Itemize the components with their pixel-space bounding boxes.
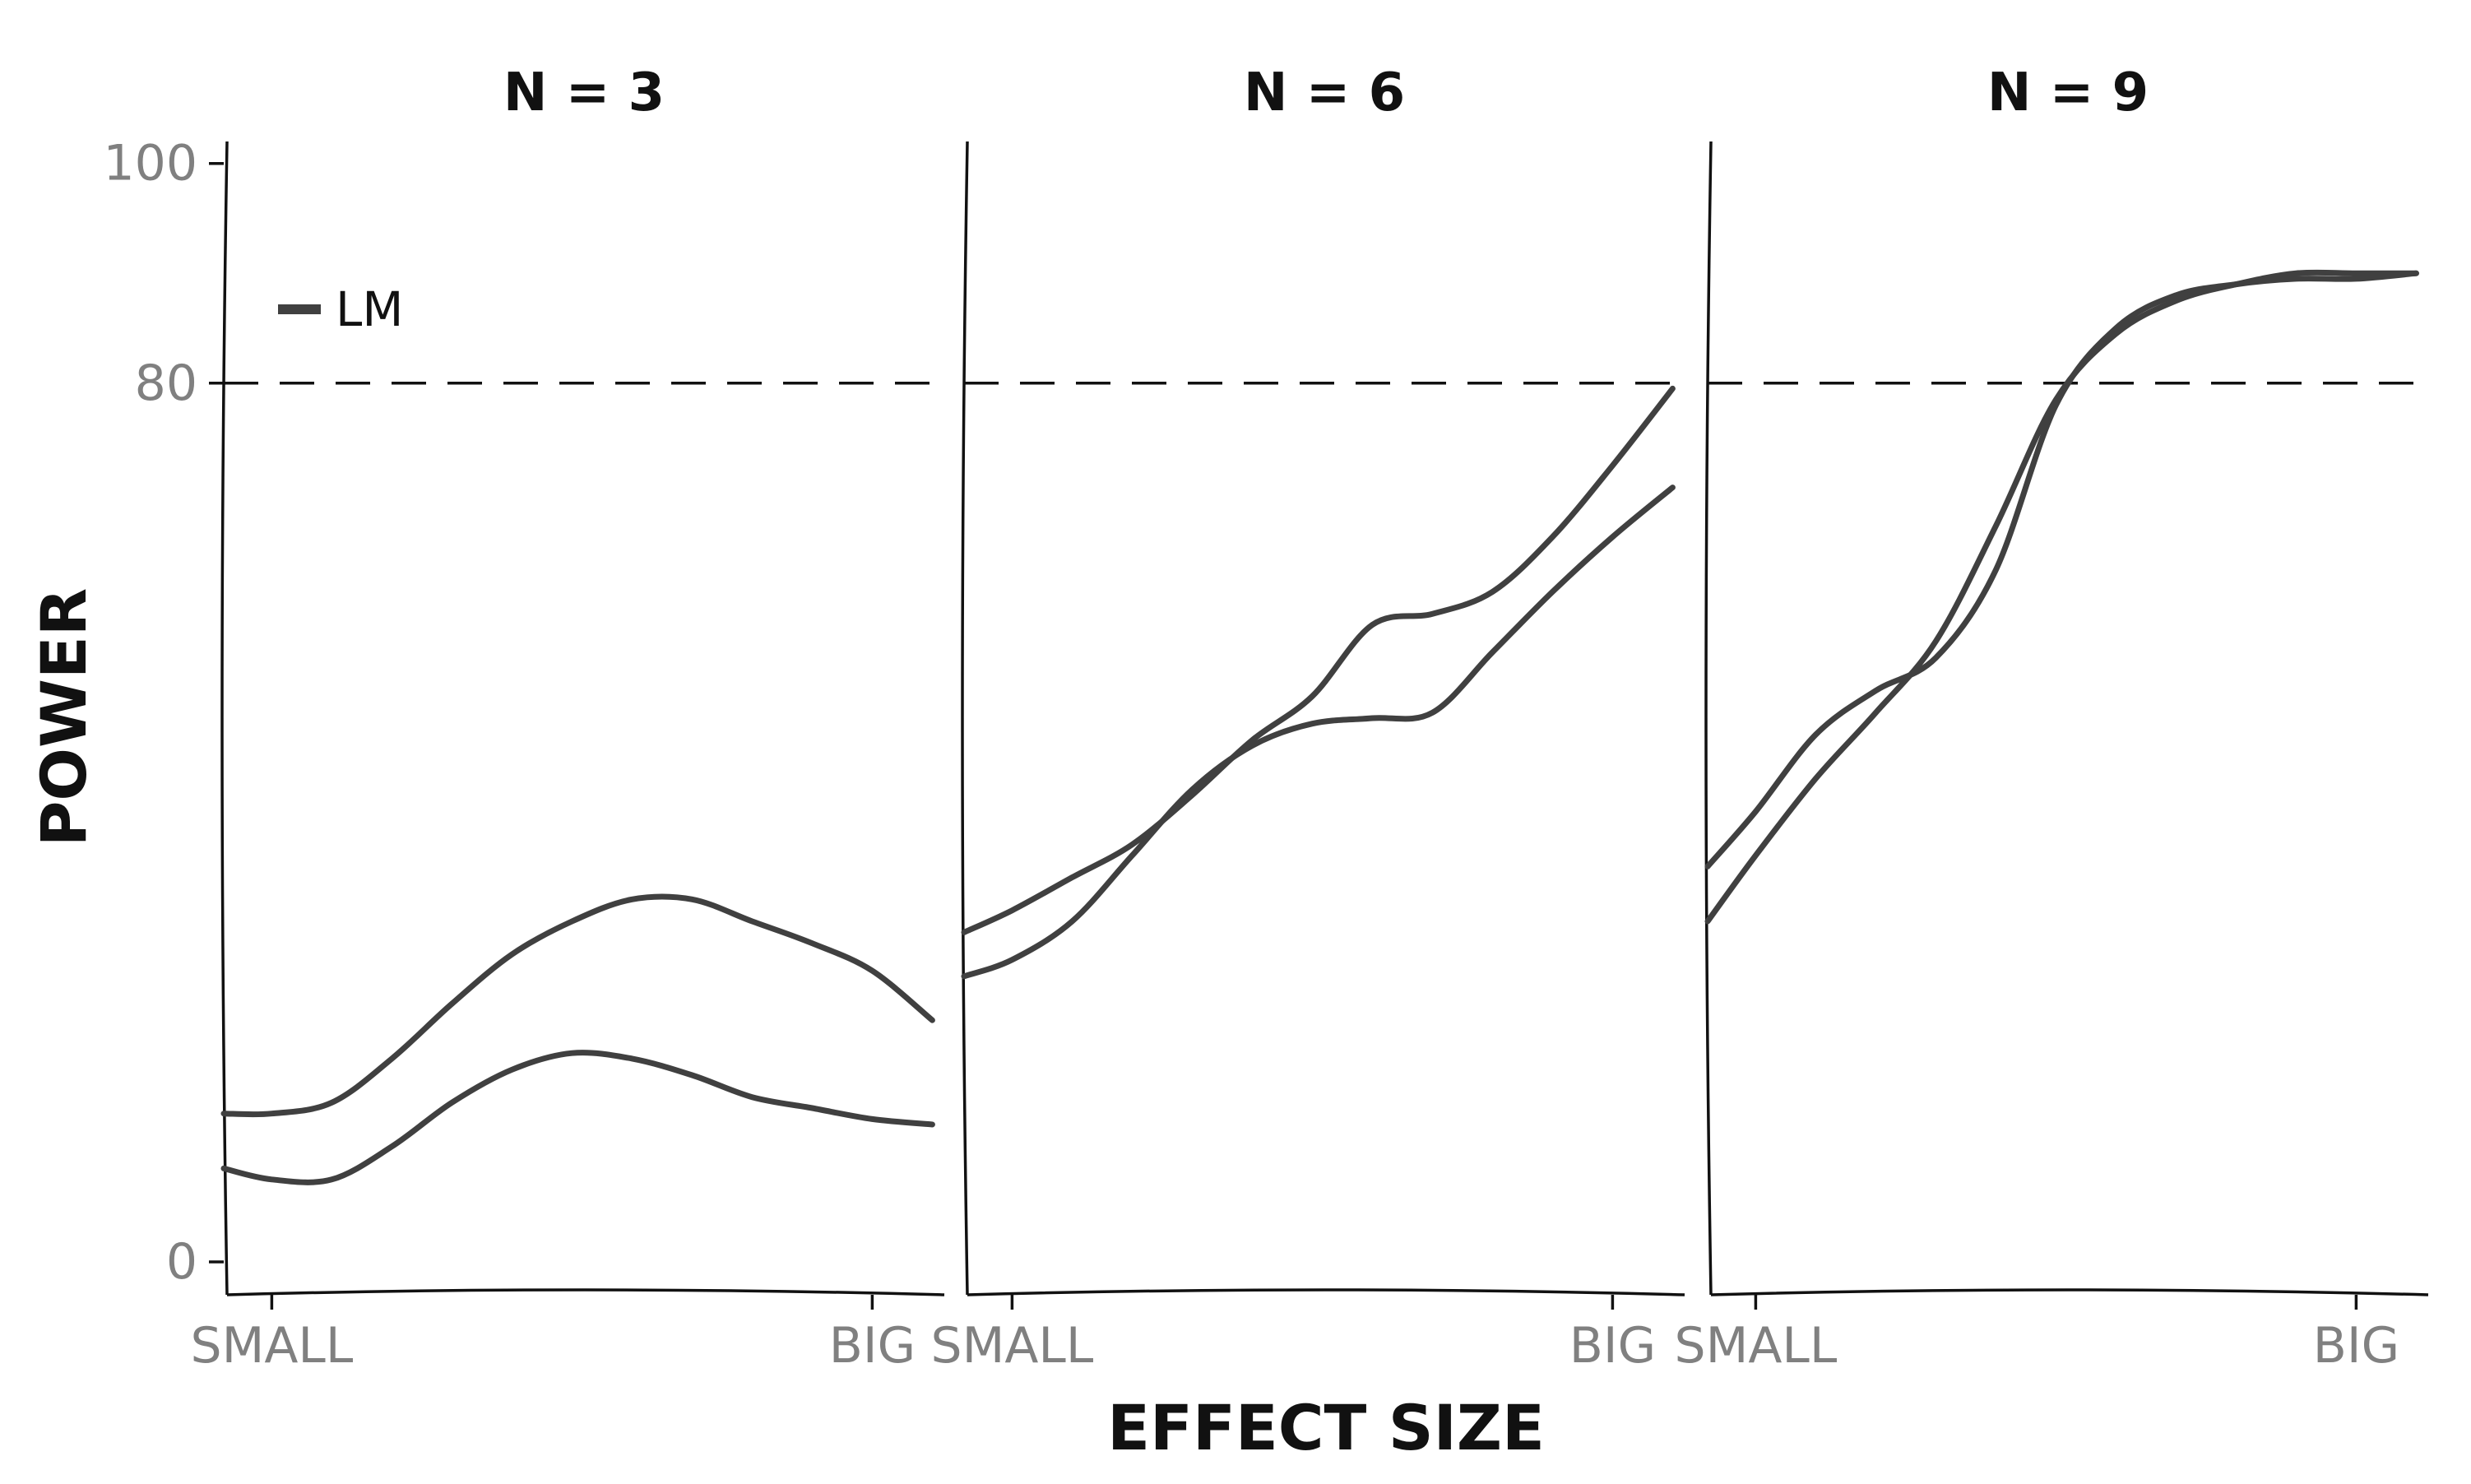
facet-panel: N = 3 SMALL BIG [191,63,945,1375]
x-axis-line [967,1288,1685,1296]
y-tick-label: 80 [135,355,197,412]
y-tick-label: 100 [103,135,197,192]
facet-title: N = 3 [503,63,665,123]
series-line [220,1050,935,1185]
y-axis-line [1704,141,1713,1296]
series-line [1704,269,2419,925]
x-tick-label: BIG [829,1317,916,1375]
y-tick-label: 0 [166,1233,197,1291]
facet-panel: N = 6 SMALL BIG [931,63,1685,1375]
series-line [961,385,1676,935]
x-tick-label: BIG [2313,1317,2399,1375]
facet-title: N = 6 [1244,63,1405,123]
x-axis-line [226,1288,945,1296]
y-axis-title: POWER [27,588,100,847]
facet-panel: N = 9 SMALL BIG [1675,63,2429,1375]
x-tick-label: SMALL [1675,1317,1838,1375]
y-axis-line [220,141,229,1296]
series-line [1704,270,2419,870]
x-axis-title: EFFECT SIZE [1107,1391,1545,1464]
x-axis-line [1710,1288,2429,1296]
y-axis-line [961,141,969,1296]
legend: LM [278,281,403,337]
legend-label: LM [336,281,403,337]
series-line [961,485,1676,980]
x-tick-label: BIG [1569,1317,1656,1375]
x-tick-label: SMALL [931,1317,1094,1375]
series-line [220,893,935,1118]
facet-title: N = 9 [1987,63,2149,123]
x-tick-label: SMALL [191,1317,354,1375]
